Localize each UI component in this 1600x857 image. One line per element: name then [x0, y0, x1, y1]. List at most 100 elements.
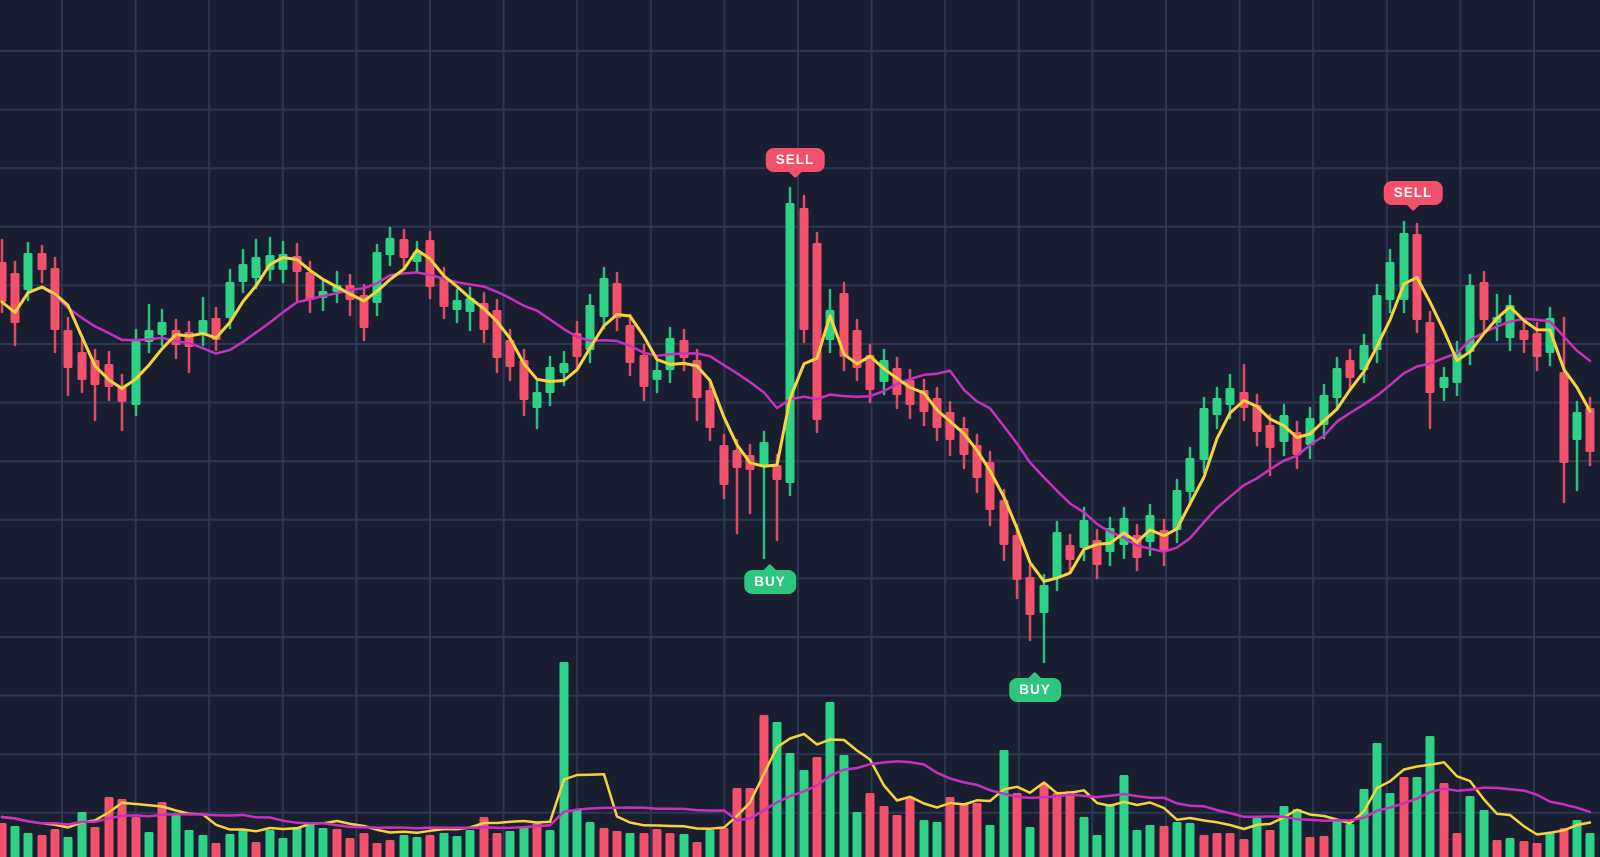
volume-bar: [799, 770, 809, 857]
volume-bar: [1052, 793, 1062, 857]
candle-body: [532, 392, 542, 408]
candle-body: [37, 253, 47, 270]
candle-body: [1185, 458, 1195, 492]
volume-bar: [1092, 835, 1102, 857]
buy-signal-badge[interactable]: BUY: [1009, 671, 1061, 702]
volume-bar: [999, 750, 1009, 857]
candle-body: [1039, 585, 1049, 613]
candle-body: [1172, 490, 1182, 530]
candle: [1425, 310, 1435, 430]
candle: [23, 241, 33, 302]
volume-bar: [919, 820, 929, 857]
candle: [532, 380, 542, 430]
volume-bar: [251, 842, 261, 857]
candle: [238, 248, 248, 294]
volume-bar: [985, 825, 995, 857]
candle-body: [359, 295, 369, 328]
volume-bar: [1372, 743, 1382, 857]
candle: [599, 266, 609, 330]
candle: [999, 488, 1009, 562]
volume-bar: [945, 797, 955, 857]
volume-bar: [1065, 791, 1075, 857]
volume-bar: [198, 835, 208, 857]
candle: [1185, 446, 1195, 507]
volume-bar: [1185, 823, 1195, 857]
candle-body: [0, 262, 7, 302]
candle-body: [1532, 333, 1542, 357]
volume-bar: [1239, 839, 1249, 857]
candle-body: [505, 340, 515, 367]
candle: [865, 343, 875, 404]
volume-bar: [545, 830, 555, 857]
volume-bar: [63, 837, 73, 857]
volume-bar: [852, 812, 862, 857]
volume-bar: [705, 830, 715, 857]
volume-bar: [505, 831, 515, 857]
candle-body: [1545, 318, 1555, 353]
volume-bar: [772, 722, 782, 857]
candle-body: [785, 203, 795, 483]
buy-signal-badge[interactable]: BUY: [744, 563, 796, 594]
candle-body: [799, 208, 809, 330]
volume-bar: [50, 829, 60, 857]
candle: [399, 228, 409, 270]
volume-bar: [1132, 830, 1142, 857]
candle: [1479, 270, 1489, 334]
volume-bar: [1159, 826, 1169, 857]
candle: [705, 378, 715, 442]
candle-body: [117, 387, 127, 402]
volume-bar: [104, 797, 114, 857]
volume-bar: [318, 828, 328, 857]
candle-body: [157, 322, 167, 335]
volume-bar: [692, 842, 702, 857]
candle-body: [385, 238, 395, 255]
volume-bar: [1345, 824, 1355, 857]
candle: [77, 338, 87, 394]
candle-body: [1479, 282, 1489, 320]
candle-body: [679, 340, 689, 358]
candle: [612, 271, 622, 332]
candle: [251, 238, 261, 290]
volume-bar: [1012, 793, 1022, 857]
candle-body: [1519, 330, 1529, 340]
volume-bar: [1545, 833, 1555, 857]
candle: [772, 453, 782, 542]
candle: [198, 296, 208, 347]
sell-signal-badge[interactable]: SELL: [1383, 181, 1443, 211]
candle: [117, 373, 127, 432]
volume-bar: [157, 802, 167, 857]
volume-bar: [585, 822, 595, 857]
volume-bar: [1079, 817, 1089, 857]
candle-body: [759, 442, 769, 467]
volume-bar: [1572, 820, 1582, 857]
candle: [785, 186, 795, 497]
volume-bar: [1039, 784, 1049, 857]
volume-bar: [1172, 822, 1182, 857]
candle-body: [1425, 322, 1435, 393]
candle: [225, 268, 235, 330]
candle-body: [1252, 405, 1262, 432]
candle-body: [585, 305, 595, 350]
volume-bar: [1292, 809, 1302, 857]
candle-body: [305, 272, 315, 300]
signal-label: SELL: [1393, 185, 1433, 200]
candle-body: [452, 300, 462, 310]
price-ma-layer: [0, 248, 1592, 583]
candle-body: [439, 278, 449, 307]
volume-bar: [1332, 820, 1342, 857]
volume-bar: [492, 833, 502, 857]
volume-bar: [372, 843, 382, 857]
volume-bar: [1025, 827, 1035, 857]
volume-bar: [639, 833, 649, 857]
candle: [1439, 366, 1449, 402]
sell-signal-badge[interactable]: SELL: [765, 148, 825, 178]
volume-bar: [1279, 806, 1289, 857]
volume-bar: [117, 799, 127, 857]
volume-bar: [1119, 775, 1129, 857]
candle: [825, 288, 835, 354]
candle: [639, 343, 649, 402]
volume-bar: [144, 832, 154, 857]
candle: [1065, 533, 1075, 574]
